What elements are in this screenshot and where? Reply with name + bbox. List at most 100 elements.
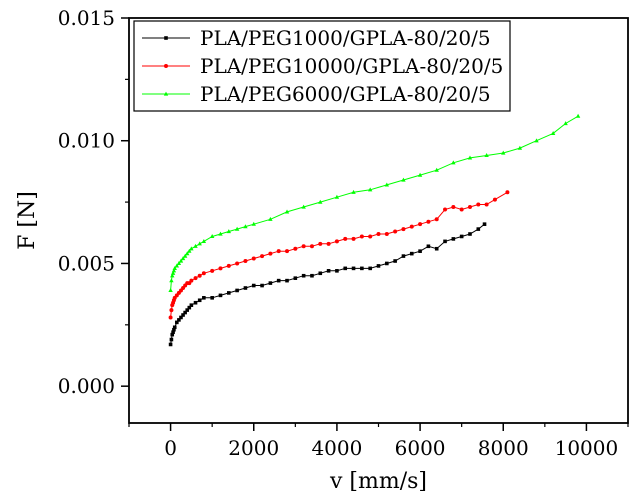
data-point [393, 229, 398, 234]
data-point [201, 271, 206, 276]
series-layer [168, 113, 581, 347]
legend-label: PLA/PEG6000/GPLA-80/20/5 [200, 82, 491, 106]
data-point [482, 222, 487, 226]
data-point [418, 249, 422, 253]
x-tick-label: 2000 [228, 436, 279, 460]
data-point [193, 243, 198, 248]
legend-item: PLA/PEG1000/GPLA-80/20/5 [142, 26, 491, 50]
data-point [276, 249, 281, 254]
data-point [169, 278, 174, 283]
data-point [251, 221, 256, 226]
y-tick-label: 0.005 [58, 251, 115, 275]
legend-swatch-marker [164, 64, 168, 68]
data-point [563, 121, 568, 126]
data-point [467, 205, 472, 209]
data-point [197, 273, 202, 278]
data-point [260, 283, 264, 288]
data-point [218, 231, 223, 236]
data-point [170, 332, 175, 337]
data-point [193, 300, 198, 305]
data-point [218, 266, 223, 271]
x-tick-label: 8000 [478, 436, 529, 460]
data-point [484, 202, 489, 207]
data-point [260, 254, 265, 259]
legend-swatch-marker [163, 91, 169, 96]
data-point [172, 327, 176, 332]
data-point [197, 298, 202, 303]
data-point [168, 288, 173, 293]
legend-item: PLA/PEG6000/GPLA-80/20/5 [142, 82, 491, 106]
data-point [301, 244, 306, 249]
data-point [434, 217, 439, 222]
data-point [234, 226, 240, 231]
data-point [172, 325, 177, 330]
data-point [251, 283, 256, 288]
data-point [168, 315, 173, 320]
data-point [171, 330, 175, 334]
data-point [459, 234, 464, 239]
data-point [334, 194, 340, 199]
y-axis: 0.000 0.005 0.010 0.015 [58, 6, 129, 398]
x-axis-title: v [mm/s] [329, 469, 427, 492]
x-tick-label: 4000 [311, 436, 362, 460]
data-point [276, 278, 281, 283]
legend-label: PLA/PEG10000/GPLA-80/20/5 [200, 54, 503, 78]
data-point [409, 224, 414, 229]
data-point [285, 249, 290, 254]
data-point [459, 207, 464, 212]
data-point [293, 276, 298, 280]
data-point [517, 145, 523, 150]
y-axis-title: F [N] [15, 191, 40, 250]
data-point [384, 182, 390, 187]
data-point [401, 177, 406, 182]
data-point [501, 150, 506, 155]
data-point [335, 269, 339, 273]
data-point [351, 266, 356, 271]
data-point [368, 266, 372, 271]
data-point [169, 337, 174, 342]
data-point [243, 259, 248, 263]
data-point [575, 113, 581, 118]
data-point [351, 236, 356, 241]
data-point [426, 219, 431, 224]
data-point [443, 239, 447, 244]
data-point [484, 153, 489, 158]
data-point [243, 286, 248, 290]
data-point [384, 232, 389, 236]
data-point [301, 204, 306, 209]
data-point [268, 281, 273, 285]
data-point [467, 155, 473, 160]
y-tick-label: 0.015 [58, 6, 115, 30]
data-point [180, 256, 186, 261]
data-point [226, 229, 231, 234]
data-point [417, 172, 423, 177]
data-point [451, 160, 456, 165]
data-point [268, 216, 273, 221]
data-point [235, 261, 240, 266]
data-point [318, 199, 323, 204]
data-point [434, 167, 439, 172]
data-point [189, 246, 194, 251]
data-point [197, 241, 202, 246]
data-point [174, 263, 180, 268]
data-point [177, 318, 181, 322]
data-point [409, 251, 414, 256]
data-point [401, 227, 406, 232]
data-point [285, 278, 289, 283]
data-point [187, 248, 192, 253]
data-point [170, 273, 175, 278]
data-point [367, 187, 373, 192]
data-point [170, 270, 176, 275]
data-point [492, 197, 497, 202]
data-point [189, 303, 194, 307]
data-point [326, 241, 331, 246]
data-point [189, 278, 194, 283]
data-point [476, 227, 481, 231]
data-point [468, 232, 472, 236]
legend: PLA/PEG1000/GPLA-80/20/5 PLA/PEG10000/GPL… [133, 20, 511, 112]
data-point [310, 273, 314, 278]
data-point [351, 189, 356, 194]
data-point [318, 241, 323, 246]
data-point [368, 234, 373, 239]
